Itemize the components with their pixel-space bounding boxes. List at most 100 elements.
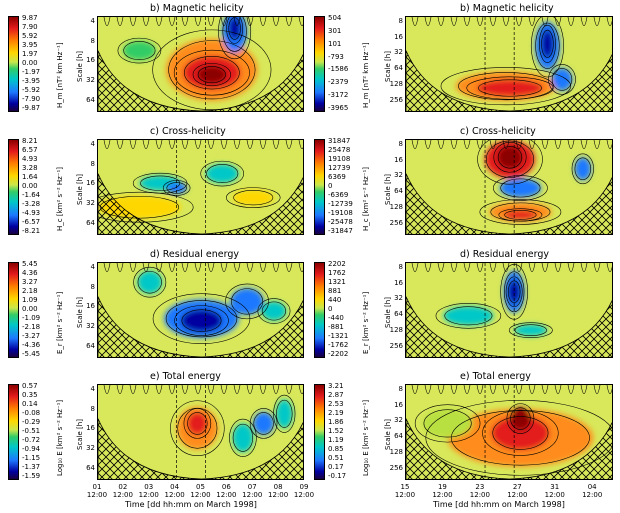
contour-line xyxy=(466,76,554,100)
contour-line xyxy=(116,263,124,272)
contour-line xyxy=(194,385,202,394)
colorbar-tick-label: -1.09 xyxy=(22,314,41,322)
contour-line xyxy=(225,283,269,320)
contour-line xyxy=(220,17,228,26)
colorbar xyxy=(8,262,19,358)
colorbar-label: H_c [km² s⁻² Hz⁻¹] xyxy=(56,166,64,231)
contour-line xyxy=(493,142,527,173)
contour-line xyxy=(541,17,549,26)
colorbar-tick-label: -0.17 xyxy=(328,472,347,480)
contour-line xyxy=(411,263,419,272)
colorbar-tick-label: 31847 xyxy=(328,137,351,145)
heatmap-region xyxy=(491,415,550,451)
contour-line xyxy=(541,385,549,394)
heatmap-region xyxy=(137,270,163,294)
contour-line xyxy=(272,17,280,26)
heatmap-region xyxy=(551,67,573,91)
heatmap-region xyxy=(232,423,254,453)
contour-line xyxy=(411,17,419,26)
y-tick-label: 8 xyxy=(90,282,95,291)
x-axis-label: Time [dd hh:mm on March 1998] xyxy=(433,500,565,509)
colorbar-tick-label: -1.97 xyxy=(22,68,41,76)
colorbar-tick-label: -31847 xyxy=(328,227,353,235)
contour-line xyxy=(285,17,293,26)
contour-line xyxy=(450,263,458,272)
heatmap-region xyxy=(503,210,538,220)
contour-line xyxy=(476,140,484,149)
colorbar-tick-label: -0.08 xyxy=(22,409,41,417)
contour-line xyxy=(423,409,472,438)
colorbar-tick-label: 0.85 xyxy=(328,445,344,453)
contour-line xyxy=(515,263,523,272)
contour-line xyxy=(580,385,588,394)
contour-line xyxy=(192,63,231,87)
contour-line xyxy=(116,385,124,394)
heatmap-region xyxy=(499,178,542,198)
contour-line xyxy=(181,309,222,332)
colorbar-tick-label: 8.21 xyxy=(22,137,38,145)
contour-line xyxy=(450,140,458,149)
contour-line xyxy=(152,29,272,111)
contour-line xyxy=(593,17,601,26)
contour-line xyxy=(229,418,257,457)
contour-line xyxy=(181,385,189,394)
colorbar-tick-label: 440 xyxy=(328,296,342,304)
contour-line xyxy=(129,385,137,394)
cone-of-influence xyxy=(406,50,612,111)
cone-of-influence xyxy=(406,173,612,234)
heatmap-plot xyxy=(97,16,304,112)
y-tick-label: 8 xyxy=(90,36,95,45)
contour-line xyxy=(515,140,523,149)
colorbar-tick-label: 0.35 xyxy=(22,391,38,399)
contour-line xyxy=(548,64,576,95)
contour-line xyxy=(129,140,137,149)
colorbar-tick-label: 19108 xyxy=(328,155,351,163)
y-tick-label: 4 xyxy=(90,140,95,148)
contour-line xyxy=(510,407,531,430)
contour-line xyxy=(476,385,484,394)
colorbar-tick-label: 1.09 xyxy=(22,296,38,304)
colorbar-tick-label: -25478 xyxy=(328,218,353,226)
y-tick-label: 16 xyxy=(86,302,95,311)
contour-line xyxy=(233,263,241,272)
contour-line xyxy=(197,66,226,84)
colorbar-tick-label: 2.53 xyxy=(328,400,344,408)
y-tick-label: 128 xyxy=(389,79,403,88)
heatmap-canvas xyxy=(406,385,612,479)
y-tick-label: 16 xyxy=(86,56,95,65)
contour-line xyxy=(567,385,575,394)
contour-line xyxy=(259,385,267,394)
heatmap-plot xyxy=(405,139,613,235)
y-tick-label: 16 xyxy=(394,155,403,164)
colorbar xyxy=(314,139,325,235)
colorbar-tick-label: 0.51 xyxy=(328,454,344,462)
contour-line xyxy=(554,263,562,272)
contour-line xyxy=(181,140,189,149)
colorbar-tick-label: 1.64 xyxy=(22,173,38,181)
contour-line xyxy=(514,324,547,336)
contour-line xyxy=(142,385,150,394)
colorbar-tick-label: 12739 xyxy=(328,164,351,172)
colorbar-tick-label: 6369 xyxy=(328,173,346,181)
y-tick-label: 32 xyxy=(86,444,95,453)
colorbar-tick-label: -5.92 xyxy=(22,86,41,94)
contour-line xyxy=(155,263,163,272)
colorbar-tick-label: -3.27 xyxy=(22,332,41,340)
contour-line xyxy=(541,263,549,272)
contour-line xyxy=(207,17,215,26)
contour-line xyxy=(505,276,523,308)
contour-line xyxy=(228,17,241,40)
heatmap-canvas xyxy=(406,140,612,234)
heatmap-region xyxy=(228,17,241,41)
contour-line xyxy=(168,140,176,149)
colorbar-tick-label: -1.37 xyxy=(22,463,41,471)
contour-line xyxy=(253,412,274,435)
contour-line xyxy=(200,160,245,187)
contour-line xyxy=(222,17,247,52)
colorbar xyxy=(314,384,325,480)
y-tick-label: 256 xyxy=(389,341,403,350)
heatmap-plot xyxy=(97,262,304,358)
colorbar-tick-label: 1321 xyxy=(328,278,346,286)
colorbar-tick-label: 3.27 xyxy=(22,278,38,286)
y-tick-label: 32 xyxy=(394,171,403,180)
